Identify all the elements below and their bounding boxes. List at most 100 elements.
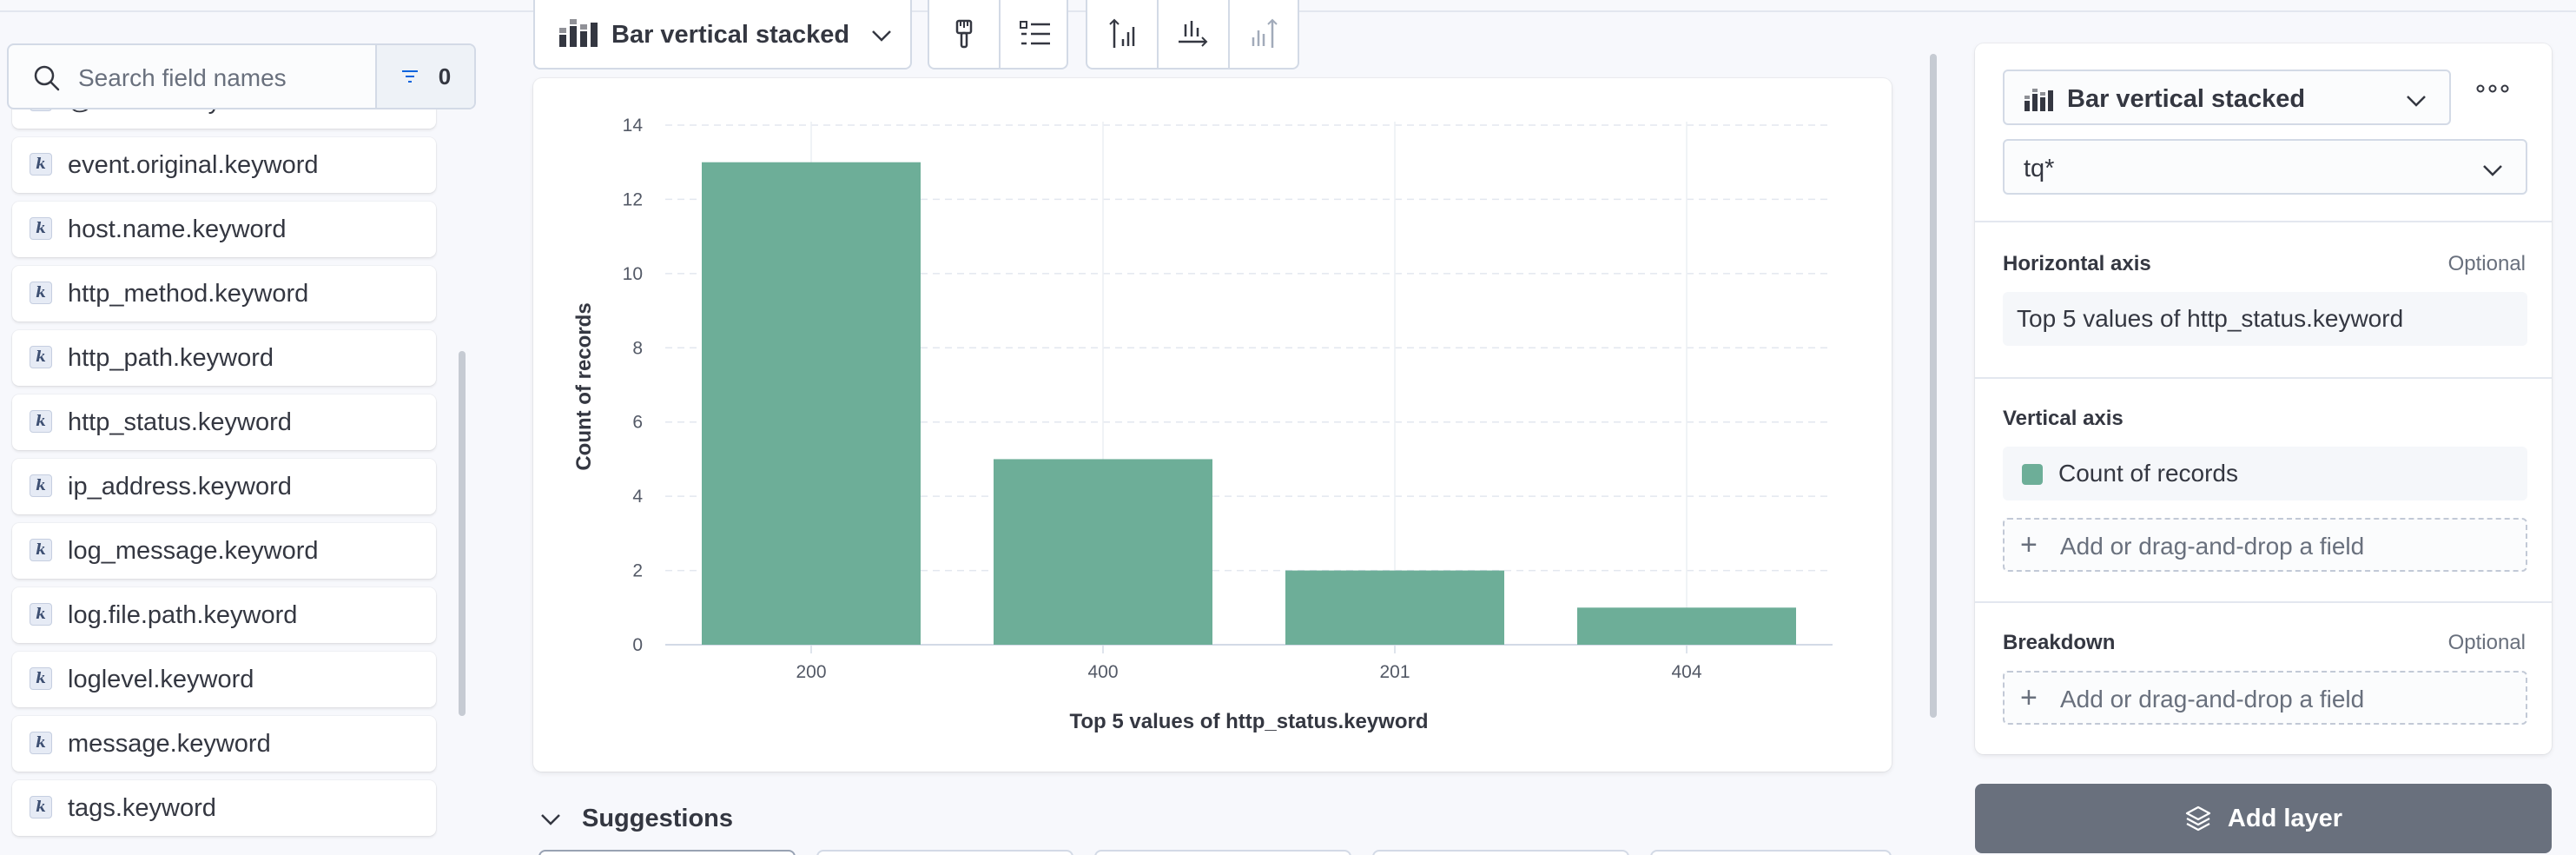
plus-icon: + <box>2020 528 2038 561</box>
horizontal-axis-title: Horizontal axis <box>2003 252 2151 275</box>
layer-chart-type-label: Bar vertical stacked <box>2067 85 2306 113</box>
field-name: tags.keyword <box>68 794 216 822</box>
field-name: http_method.keyword <box>68 280 309 308</box>
chart-workspace: 0 2 4 6 8 10 12 14 200 400 201 404 Count of record… <box>533 78 1892 772</box>
visual-options-button[interactable] <box>929 0 999 68</box>
bottom-axis-button[interactable] <box>1159 0 1228 68</box>
field-list-item[interactable]: k loglevel.keyword <box>12 652 436 707</box>
keyword-type-icon: k <box>30 282 52 304</box>
keyword-type-icon: k <box>30 153 52 176</box>
chart-type-switcher[interactable]: Bar vertical stacked <box>533 0 912 70</box>
keyword-type-icon: k <box>30 732 52 754</box>
search-input[interactable]: Search field names <box>78 64 287 91</box>
layer-config-panel: Bar vertical stacked tq* Horizontal axis… <box>1975 43 2552 754</box>
add-layer-button[interactable]: Add layer <box>1975 784 2552 853</box>
y-tick-label: 12 <box>623 189 643 209</box>
vertical-axis-title: Vertical axis <box>2003 407 2124 430</box>
vertical-axis-dimension[interactable]: Count of records <box>2003 447 2527 500</box>
keyword-type-icon: k <box>30 217 52 240</box>
axis-toolbar-group <box>1086 0 1299 70</box>
y-tick-label: 10 <box>623 264 643 284</box>
field-name: log.file.path.keyword <box>68 601 298 629</box>
legend-button[interactable] <box>1001 0 1070 68</box>
section-divider <box>1975 221 2552 222</box>
field-list-item[interactable]: k http_path.keyword <box>12 330 436 386</box>
field-list-item[interactable]: k log_message.keyword <box>12 523 436 579</box>
field-list-item[interactable]: k host.name.keyword <box>12 202 436 257</box>
toolbar-divider <box>999 0 1001 68</box>
bar-stacked-icon <box>2024 89 2053 111</box>
x-tick-label: 200 <box>796 662 826 682</box>
field-sidebar: k@version.keywordkevent.original.keyword… <box>0 0 486 855</box>
y-tick-label: 6 <box>632 413 643 433</box>
keyword-type-icon: k <box>30 667 52 690</box>
suggestion-card[interactable] <box>1650 850 1892 855</box>
field-list-item[interactable]: k http_status.keyword <box>12 394 436 450</box>
filter-count-badge: 0 <box>438 63 452 89</box>
vertical-axis-add-field[interactable]: + Add or drag-and-drop a field <box>2003 518 2527 572</box>
right-axis-icon <box>1252 18 1278 48</box>
left-axis-button[interactable] <box>1087 0 1157 68</box>
keyword-type-icon: k <box>30 796 52 819</box>
keyword-type-icon: k <box>30 539 52 561</box>
field-list-item[interactable]: k message.keyword <box>12 716 436 772</box>
y-tick-label: 14 <box>623 116 644 136</box>
bar-400[interactable] <box>994 459 1212 645</box>
add-field-label: Add or drag-and-drop a field <box>2060 686 2365 712</box>
field-search[interactable]: Search field names 0 <box>7 43 476 109</box>
field-list-item[interactable]: k event.original.keyword <box>12 137 436 193</box>
field-list-item[interactable]: k log.file.path.keyword <box>12 587 436 643</box>
field-list-item[interactable]: k http_method.keyword <box>12 266 436 321</box>
suggestion-card[interactable] <box>538 850 796 855</box>
field-name: http_path.keyword <box>68 344 274 372</box>
plus-icon: + <box>2020 681 2038 714</box>
add-layer-label: Add layer <box>2227 804 2343 832</box>
bar-stacked-icon <box>559 19 598 47</box>
appearance-toolbar-group <box>928 0 1068 70</box>
breakdown-title: Breakdown <box>2003 631 2116 654</box>
series-color-swatch[interactable] <box>2022 464 2043 485</box>
suggestion-card[interactable] <box>1094 850 1351 855</box>
breakdown-optional: Optional <box>2447 631 2526 654</box>
y-tick-label: 2 <box>632 561 643 581</box>
bar-200[interactable] <box>702 162 921 645</box>
horizontal-axis-value: Top 5 values of http_status.keyword <box>2017 305 2404 332</box>
section-divider <box>1975 377 2552 379</box>
bar-404[interactable] <box>1577 607 1796 645</box>
suggestions-toggle[interactable]: Suggestions <box>538 805 733 833</box>
bar-chart: 0 2 4 6 8 10 12 14 200 400 201 404 Count of record… <box>572 116 1833 733</box>
right-axis-button <box>1230 0 1299 68</box>
y-axis-title: Count of records <box>572 302 596 470</box>
field-name: message.keyword <box>68 730 271 758</box>
x-axis-title: Top 5 values of http_status.keyword <box>1070 710 1429 733</box>
toolbar-divider <box>1157 0 1159 68</box>
data-view-label: tq* <box>2024 155 2055 182</box>
add-field-label: Add or drag-and-drop a field <box>2060 533 2365 560</box>
toolbar-divider <box>1228 0 1230 68</box>
field-type-filter-button[interactable]: 0 <box>375 45 474 108</box>
suggestion-card[interactable] <box>816 850 1073 855</box>
layer-chart-type-select[interactable]: Bar vertical stacked <box>2003 70 2451 125</box>
field-list-item[interactable]: k ip_address.keyword <box>12 459 436 514</box>
data-view-select[interactable]: tq* <box>2003 139 2527 195</box>
filter-icon <box>401 70 418 83</box>
sidebar-scrollbar[interactable] <box>459 351 466 716</box>
horizontal-axis-dimension[interactable]: Top 5 values of http_status.keyword <box>2003 292 2527 346</box>
field-list-item[interactable]: k tags.keyword <box>12 780 436 836</box>
suggestion-card[interactable] <box>1372 850 1629 855</box>
field-name: http_status.keyword <box>68 408 292 436</box>
bar-201[interactable] <box>1285 570 1504 645</box>
vertical-axis-value: Count of records <box>2058 460 2238 487</box>
chevron-down-icon <box>872 30 891 42</box>
workspace-scrollbar[interactable] <box>1930 54 1937 718</box>
search-icon <box>34 65 60 91</box>
layer-actions-icon[interactable] <box>2475 82 2510 96</box>
keyword-type-icon: k <box>30 474 52 497</box>
field-name: ip_address.keyword <box>68 473 292 500</box>
y-tick-label: 4 <box>632 487 643 507</box>
paintbrush-icon <box>955 19 973 49</box>
breakdown-add-field[interactable]: + Add or drag-and-drop a field <box>2003 671 2527 725</box>
chevron-down-icon <box>541 813 560 825</box>
suggestions-label: Suggestions <box>582 805 734 832</box>
keyword-type-icon: k <box>30 346 52 368</box>
